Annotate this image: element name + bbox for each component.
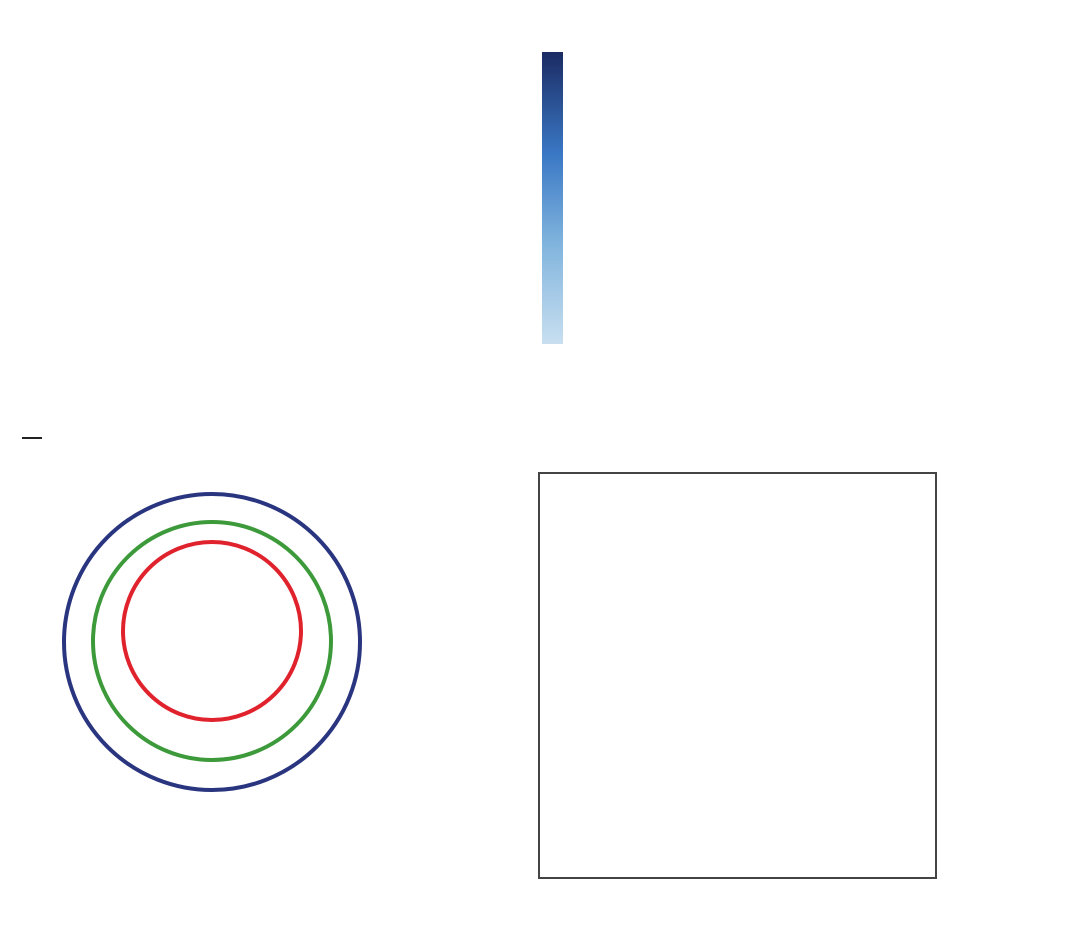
ring-r75	[121, 540, 303, 722]
colorbar-gradient	[542, 52, 563, 344]
heatmap-chart	[542, 52, 563, 344]
microscopy-grid	[0, 0, 480, 390]
radii-schematic	[22, 437, 362, 792]
colorbar	[542, 52, 563, 344]
ring-r50	[91, 520, 333, 762]
plot-frame	[538, 472, 937, 879]
ring-r25	[62, 492, 362, 792]
radius-boxplot	[538, 472, 937, 879]
